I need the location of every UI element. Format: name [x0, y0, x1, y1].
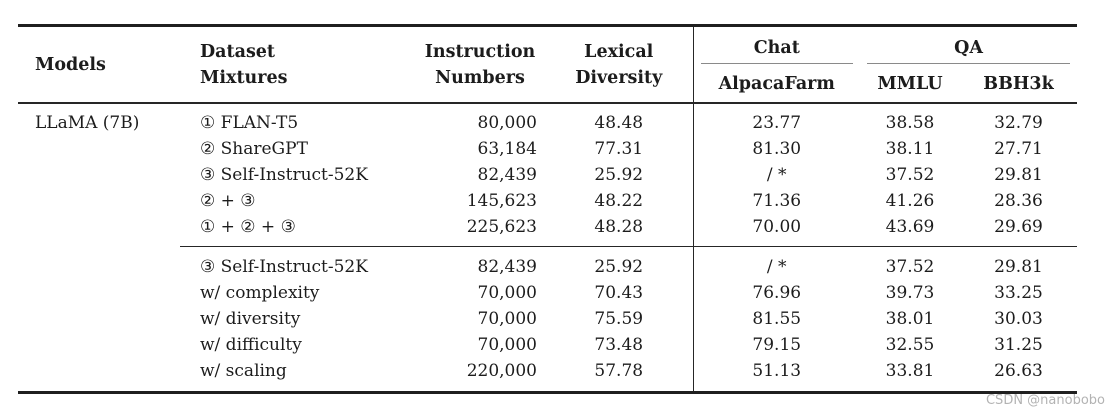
header-line-1: Dataset: [200, 41, 276, 62]
table-row: ② ShareGPT 63,184 77.31 81.30 38.11 27.7…: [18, 136, 1077, 162]
group-label-chat: Chat: [700, 32, 853, 64]
cell-mixture: ③ Self-Instruct-52K: [200, 165, 368, 185]
cell-alpacafarm: 23.77: [692, 103, 860, 136]
cell-alpacafarm: 79.15: [692, 332, 860, 358]
cell-mmlu: 38.01: [885, 309, 935, 329]
cell-instruction-numbers: 70,000: [477, 309, 537, 329]
cell-bbh3k: 32.79: [994, 113, 1043, 133]
cell-model: LLaMA (7B): [35, 113, 140, 133]
cell-instruction-numbers: 80,000: [477, 113, 537, 133]
header-line-1: Lexical: [584, 41, 654, 62]
cell-alpacafarm: 81.55: [692, 306, 860, 332]
cell-mixture: ① FLAN-T5: [200, 113, 299, 133]
header-line-2: Mixtures: [200, 67, 288, 88]
header-line-2: Diversity: [575, 67, 663, 88]
cell-alpacafarm: / *: [692, 246, 860, 280]
cell-instruction-numbers: 63,184: [477, 139, 537, 159]
cell-lexical-diversity: 77.31: [594, 139, 644, 159]
col-header-bbh3k: BBH3k: [960, 64, 1078, 104]
cell-mixture: ② ShareGPT: [200, 139, 308, 159]
col-header-instruction-numbers: Instruction Numbers: [415, 25, 545, 104]
cell-lexical-diversity: 75.59: [594, 309, 644, 329]
table-row: w/ scaling 220,000 57.78 51.13 33.81 26.…: [18, 358, 1077, 393]
cell-mmlu: 38.58: [885, 113, 935, 133]
table-row: w/ complexity 70,000 70.43 76.96 39.73 3…: [18, 280, 1077, 306]
cell-bbh3k: 29.69: [994, 217, 1043, 237]
cell-mixture: ① + ② + ③: [200, 217, 296, 237]
cell-alpacafarm: 70.00: [692, 214, 860, 247]
header-row-metrics: AlpacaFarm MMLU BBH3k: [18, 64, 1078, 104]
col-group-chat: Chat: [692, 25, 860, 64]
table-row: ③ Self-Instruct-52K 82,439 25.92 / * 37.…: [18, 246, 1078, 280]
cell-mixture: w/ difficulty: [200, 335, 302, 355]
cell-bbh3k: 29.81: [960, 246, 1078, 280]
cell-mmlu: 32.55: [885, 335, 935, 355]
col-header-dataset-mixtures: Dataset Mixtures: [180, 25, 415, 104]
table-body: LLaMA (7B) ① FLAN-T5 80,000 48.48 23.77 …: [18, 103, 1078, 393]
col-group-qa: QA: [860, 26, 1077, 64]
cell-mmlu: 38.11: [885, 139, 935, 159]
cell-lexical-diversity: 48.48: [594, 113, 644, 133]
cell-instruction-numbers: 82,439: [477, 165, 537, 185]
cell-mmlu: 43.69: [885, 217, 935, 237]
cell-lexical-diversity: 25.92: [545, 246, 693, 280]
cell-alpacafarm: 81.30: [692, 136, 860, 162]
cell-mmlu: 37.52: [885, 165, 935, 185]
cell-bbh3k: 29.81: [994, 165, 1043, 185]
table-row: ① + ② + ③ 225,623 48.28 70.00 43.69 29.6…: [18, 214, 1077, 247]
cell-lexical-diversity: 57.78: [594, 361, 644, 381]
cell-bbh3k: 26.63: [994, 361, 1043, 381]
cell-lexical-diversity: 25.92: [594, 165, 644, 185]
cell-bbh3k: 30.03: [994, 309, 1043, 329]
table-row: w/ diversity 70,000 75.59 81.55 38.01 30…: [18, 306, 1077, 332]
cell-mmlu: 37.52: [860, 246, 960, 280]
cell-instruction-numbers: 82,439: [415, 246, 545, 280]
cell-alpacafarm: 51.13: [692, 358, 860, 393]
cell-lexical-diversity: 48.28: [594, 217, 644, 237]
group-label-qa: QA: [867, 32, 1071, 64]
cell-instruction-numbers: 225,623: [466, 217, 537, 237]
results-table: Models Dataset Mixtures Instruction Numb…: [18, 24, 1078, 394]
cell-bbh3k: 33.25: [994, 283, 1043, 303]
cell-bbh3k: 27.71: [994, 139, 1043, 159]
header-line-2: Numbers: [435, 67, 525, 88]
cell-lexical-diversity: 70.43: [594, 283, 644, 303]
table-row: w/ difficulty 70,000 73.48 79.15 32.55 3…: [18, 332, 1077, 358]
table-header: Models Dataset Mixtures Instruction Numb…: [18, 25, 1078, 104]
cell-mmlu: 39.73: [885, 283, 935, 303]
header-line-1: Instruction: [424, 41, 536, 62]
watermark: CSDN @nanobobo: [985, 393, 1105, 408]
cell-mixture: ③ Self-Instruct-52K: [180, 246, 415, 280]
cell-mmlu: 33.81: [885, 361, 935, 381]
table-row: LLaMA (7B) ① FLAN-T5 80,000 48.48 23.77 …: [18, 103, 1077, 136]
cell-alpacafarm: 71.36: [692, 188, 860, 214]
cell-instruction-numbers: 145,623: [466, 191, 537, 211]
cell-instruction-numbers: 70,000: [477, 283, 537, 303]
col-header-lexical-diversity: Lexical Diversity: [545, 25, 693, 104]
col-header-alpacafarm: AlpacaFarm: [692, 64, 860, 104]
table-row: ② + ③ 145,623 48.22 71.36 41.26 28.36: [18, 188, 1077, 214]
cell-instruction-numbers: 70,000: [477, 335, 537, 355]
col-header-models: Models: [18, 25, 180, 104]
cell-mmlu: 41.26: [885, 191, 935, 211]
cell-mixture: ② + ③: [200, 191, 256, 211]
cell-bbh3k: 31.25: [994, 335, 1043, 355]
col-header-mmlu: MMLU: [860, 64, 960, 104]
cell-mixture: w/ scaling: [200, 361, 287, 381]
cell-alpacafarm: / *: [692, 162, 860, 188]
cell-lexical-diversity: 48.22: [594, 191, 644, 211]
cell-lexical-diversity: 73.48: [594, 335, 644, 355]
cell-alpacafarm: 76.96: [692, 280, 860, 306]
cell-mixture: w/ diversity: [200, 309, 301, 329]
cell-instruction-numbers: 220,000: [466, 361, 537, 381]
table-row: ③ Self-Instruct-52K 82,439 25.92 / * 37.…: [18, 162, 1077, 188]
header-row-groups: Models Dataset Mixtures Instruction Numb…: [18, 25, 1077, 104]
cell-bbh3k: 28.36: [994, 191, 1043, 211]
cell-mixture: w/ complexity: [200, 283, 320, 303]
